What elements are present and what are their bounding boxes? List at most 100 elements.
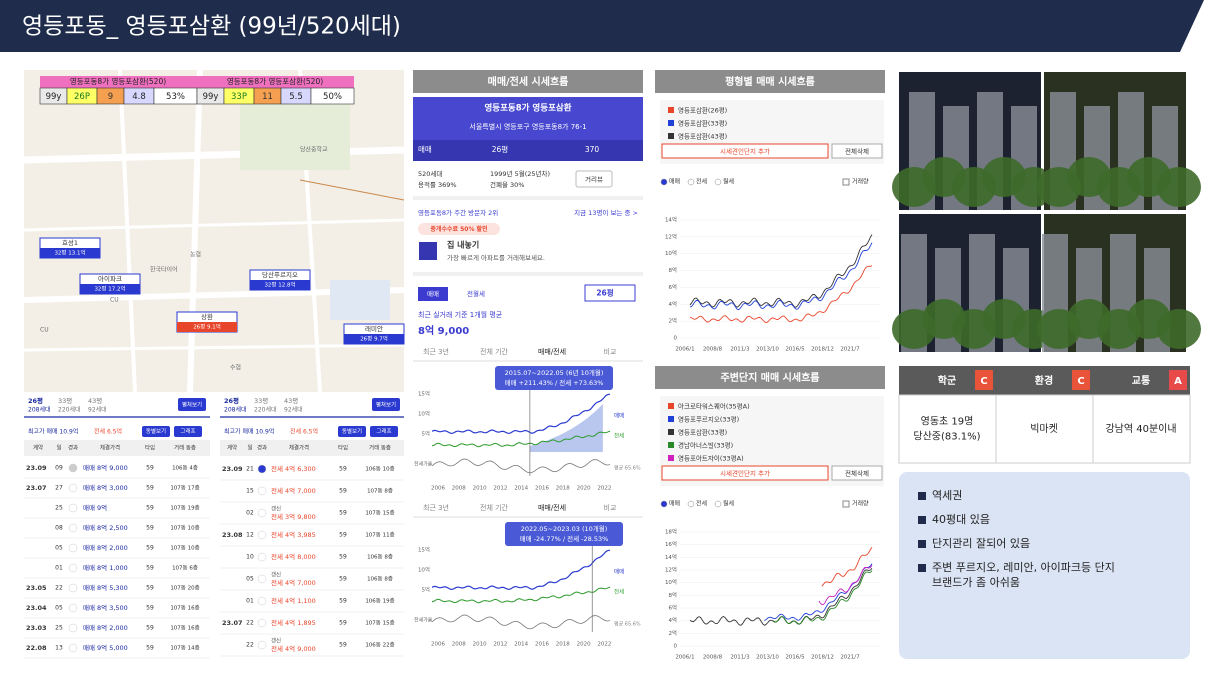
page-title: 영등포동_ 영등포삼환 (99년/520세대) [22, 14, 401, 40]
app-tab: 매매 [418, 145, 432, 154]
radio[interactable] [687, 500, 695, 508]
rating-category: 교통 [1132, 375, 1150, 387]
elapsed-dot [68, 463, 78, 473]
legend-label: 아크로타워스퀘어(35평A) [678, 402, 750, 411]
size-households: 220세대 [58, 406, 81, 414]
legend-swatch [668, 429, 674, 435]
deal-type: 59 [146, 465, 154, 472]
view-button[interactable] [370, 426, 398, 437]
deal-day: 05 [55, 545, 63, 552]
deal-price: 매매 8억 2,500 [83, 524, 128, 532]
add-button[interactable] [661, 465, 829, 481]
map-road [118, 69, 137, 393]
volume-label: 전세가율 [414, 617, 433, 624]
radio[interactable] [660, 500, 668, 508]
ratio-label: 평균 65.6% [614, 621, 641, 628]
x-tick-label: 2011/3 [730, 655, 750, 661]
size-tab: 33평 [254, 396, 268, 405]
deal-day: 09 [55, 465, 63, 472]
size-households: 208세대 [28, 406, 51, 414]
period-tab: 최근 3년 [423, 503, 449, 512]
radio[interactable] [714, 178, 722, 186]
divider [413, 196, 643, 200]
elapsed-dot [257, 530, 267, 540]
legend-swatch [668, 107, 674, 113]
legend: 매매 [614, 412, 624, 420]
x-tick-label: 2012 [493, 486, 507, 492]
map-box-title: 영등포동8가 영등포삼환(520) [227, 76, 323, 86]
clear-button[interactable] [831, 143, 883, 159]
deal-type: 59 [146, 565, 154, 572]
x-tick-label: 2013/10 [756, 347, 779, 353]
section-title: 주변단지 매매 시세흐름 [721, 371, 820, 384]
app-info: 520세대 [418, 169, 442, 178]
expand-button[interactable] [372, 398, 400, 411]
trade-size[interactable] [584, 284, 636, 302]
checkbox[interactable] [842, 500, 850, 508]
rating-head [899, 366, 1190, 395]
streetview-button[interactable] [575, 170, 613, 188]
radio-label: 월세 [723, 178, 734, 186]
clear-button[interactable] [831, 465, 883, 481]
view-button-label: 동별보기 [146, 427, 166, 435]
x-tick-label: 2018 [556, 642, 570, 648]
x-tick-label: 2014 [514, 642, 528, 648]
add-button[interactable] [661, 143, 829, 159]
period-tab: 전체 기간 [480, 347, 509, 356]
deal-unit: 106동 8층 [367, 553, 393, 561]
checkbox-label: 거래량 [852, 500, 869, 508]
column-header: 타입 [145, 444, 155, 452]
radio[interactable] [714, 500, 722, 508]
x-tick-label: 2011/3 [730, 347, 750, 353]
rating-grade: C [980, 376, 987, 387]
radio[interactable] [660, 178, 668, 186]
expand-button[interactable] [178, 398, 206, 411]
elapsed-dot [257, 508, 267, 518]
x-tick-label: 2006/1 [675, 347, 694, 353]
y-tick-label: 2억 [668, 317, 677, 325]
view-button[interactable] [338, 426, 366, 437]
notes-box [899, 472, 1190, 659]
map-pin-sub [177, 322, 237, 332]
view-button[interactable] [174, 426, 202, 437]
map-pin-label: 상환 [201, 312, 213, 321]
map-place: CU [110, 297, 119, 304]
max-price: 최고가 매매 10.9억 [28, 428, 78, 436]
streetview-label: 거리뷰 [585, 175, 603, 184]
period-tab: 비교 [604, 503, 617, 512]
deal-month: 23.09 [222, 465, 243, 473]
trade-size-label: 26평 [596, 288, 613, 298]
deal-month: 23.07 [26, 484, 47, 492]
size-households: 92세대 [284, 406, 303, 414]
view-button[interactable] [142, 426, 170, 437]
deal-price: 매매 8억 3,500 [83, 604, 128, 612]
y-tick-label: 2억 [668, 629, 677, 637]
deal-price: 전세 3억 9,800 [271, 512, 316, 521]
avg: 8억 9,000 [418, 325, 469, 337]
checkbox[interactable] [842, 178, 850, 186]
app-info: 용적률 369% [418, 181, 457, 189]
header-bar [0, 0, 1204, 52]
renew-tag: 갱신 [271, 505, 281, 513]
y-tick-label: 16억 [665, 540, 677, 548]
map-box-title: 영등포동8가 영등포삼환(520) [70, 76, 166, 86]
rating-note: 빅마켓 [1030, 423, 1058, 435]
note-text: 역세권 [932, 489, 962, 502]
deal-unit: 107동 10층 [170, 544, 199, 552]
deal-price: 매매 8억 2,000 [83, 544, 128, 552]
legend-swatch [668, 403, 674, 409]
x-tick-label: 2018 [556, 486, 570, 492]
view-button-label: 그래프 [376, 427, 391, 435]
radio-label: 월세 [723, 500, 734, 508]
size-tab: 43평 [284, 396, 298, 405]
radio[interactable] [687, 178, 695, 186]
x-tick-label: 2016 [535, 486, 549, 492]
deal-type: 59 [339, 532, 347, 539]
map-box-value: 99y [203, 92, 219, 102]
map-box-head [40, 76, 197, 88]
y-tick-label: 10억 [418, 410, 430, 418]
size-households: 220세대 [254, 406, 277, 414]
size-tab: 43평 [88, 396, 102, 405]
price-line [431, 586, 611, 604]
legend-label: 영등포아트자이(33평A) [678, 454, 744, 463]
